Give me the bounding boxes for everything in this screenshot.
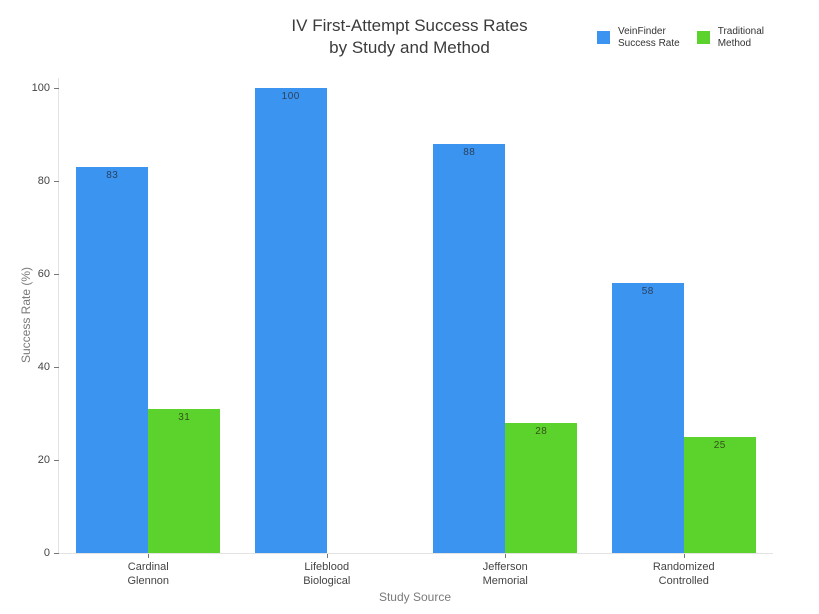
bar-pair: 83 31 bbox=[59, 78, 238, 553]
bar[interactable]: 31 bbox=[148, 408, 221, 553]
bar-group: 83 31 Cardinal Glennon bbox=[59, 78, 238, 587]
y-tick-mark bbox=[54, 273, 59, 275]
y-tick-mark bbox=[54, 552, 59, 554]
y-tick-label: 60 bbox=[37, 268, 50, 280]
legend-swatch-traditional-icon bbox=[696, 31, 710, 44]
legend-label-traditional: Traditional Method bbox=[718, 26, 764, 49]
x-tick-mark bbox=[326, 554, 328, 558]
legend-swatch-veinfinder-icon bbox=[597, 31, 610, 44]
bar[interactable]: 25 bbox=[683, 436, 756, 553]
bar[interactable]: 83 bbox=[76, 167, 149, 553]
y-tick-label: 40 bbox=[37, 361, 50, 373]
bar-value-label: 31 bbox=[178, 411, 191, 423]
y-tick-mark bbox=[54, 366, 59, 368]
bar-group: 88 28 Jefferson Memorial bbox=[416, 78, 595, 587]
y-tick-mark bbox=[54, 180, 59, 182]
legend-label-line: VeinFinder bbox=[618, 26, 666, 37]
y-tick-label: 80 bbox=[37, 175, 50, 187]
y-axis-ticks: 0 20 40 60 80 100 bbox=[32, 78, 773, 559]
bar-pair: 100 bbox=[238, 78, 417, 553]
y-tick-label: 20 bbox=[37, 454, 50, 466]
bar-value-label: 100 bbox=[281, 91, 300, 102]
bar-value-label: 28 bbox=[535, 425, 548, 437]
bar[interactable]: 88 bbox=[433, 143, 506, 553]
legend-label-line: Traditional bbox=[717, 26, 765, 37]
chart-title: IV First-Attempt Success Rates by Study … bbox=[0, 15, 819, 59]
x-tick-label: Randomized Controlled bbox=[652, 561, 715, 587]
x-axis-title: Study Source bbox=[378, 590, 452, 604]
x-tick-mark bbox=[148, 554, 150, 558]
bar-value-label: 58 bbox=[641, 286, 654, 298]
bar[interactable]: 28 bbox=[505, 422, 578, 553]
x-tick-label: Lifeblood Biological bbox=[303, 561, 351, 587]
y-tick-label: 100 bbox=[31, 82, 50, 94]
bar-group: 58 25 Randomized Controlled bbox=[595, 78, 774, 587]
chart-title-line2: by Study and Method bbox=[329, 38, 490, 57]
y-tick-label: 0 bbox=[43, 547, 50, 559]
x-tick-label: Cardinal Glennon bbox=[127, 561, 170, 587]
y-tick-mark bbox=[54, 87, 59, 89]
legend-label-line: Success Rate bbox=[618, 37, 680, 49]
x-tick-mark bbox=[683, 554, 685, 558]
bar-value-label: 83 bbox=[106, 170, 119, 182]
bar-group: 100 Lifeblood Biological bbox=[238, 78, 417, 587]
y-axis-title: Success Rate (%) bbox=[19, 266, 33, 364]
x-tick-mark bbox=[505, 554, 507, 558]
legend-label-line: Method bbox=[717, 37, 752, 49]
legend-label-veinfinder: VeinFinder Success Rate bbox=[618, 26, 680, 49]
x-tick-label: Jefferson Memorial bbox=[482, 561, 528, 587]
plot-area: 0 20 40 60 80 100 83 31 Cardinal Glennon 100 Life… bbox=[32, 78, 774, 587]
chart-title-line1: IV First-Attempt Success Rates bbox=[291, 16, 528, 35]
y-tick-mark bbox=[54, 459, 59, 461]
bar[interactable]: 100 bbox=[254, 88, 327, 553]
bar-pair: 88 28 bbox=[416, 78, 595, 553]
bar-value-label: 25 bbox=[713, 439, 726, 451]
bar-groups: 83 31 Cardinal Glennon 100 Lifeblood Biologi… bbox=[59, 78, 774, 587]
legend-entry-traditional[interactable]: Traditional Method bbox=[696, 26, 764, 49]
bar-value-label: 88 bbox=[463, 146, 476, 158]
legend: VeinFinder Success Rate Traditional Method bbox=[597, 26, 764, 49]
bar[interactable]: 58 bbox=[611, 283, 684, 553]
legend-entry-veinfinder[interactable]: VeinFinder Success Rate bbox=[597, 26, 680, 49]
bar-pair: 58 25 bbox=[595, 78, 774, 553]
